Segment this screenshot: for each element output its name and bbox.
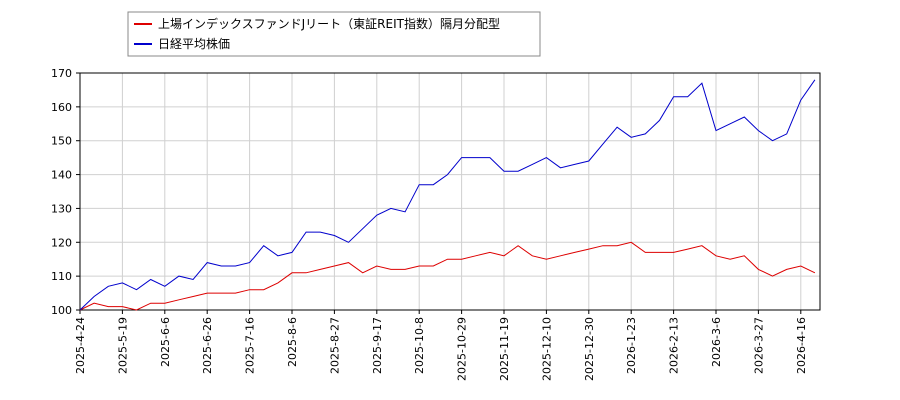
x-tick-label: 2025-6-26 — [201, 317, 214, 374]
x-tick-label: 2025-7-16 — [244, 317, 257, 374]
x-tick-label: 2025-12-30 — [583, 317, 596, 381]
y-tick-label: 170 — [51, 67, 72, 80]
legend-label: 上場インデックスファンドJリート（東証REIT指数）隔月分配型 — [158, 16, 500, 31]
y-tick-label: 130 — [51, 202, 72, 215]
x-tick-label: 2025-8-27 — [328, 317, 341, 374]
x-tick-label: 2025-11-19 — [498, 317, 511, 381]
x-tick-label: 2025-10-8 — [413, 317, 426, 374]
x-tick-label: 2026-3-27 — [752, 317, 765, 374]
x-tick-label: 2025-6-6 — [159, 317, 172, 367]
x-tick-label: 2026-3-6 — [710, 317, 723, 367]
x-tick-label: 2025-5-19 — [116, 317, 129, 374]
x-tick-label: 2026-4-16 — [795, 317, 808, 374]
y-tick-label: 160 — [51, 101, 72, 114]
legend-box — [127, 11, 541, 57]
x-tick-label: 2025-12-10 — [540, 317, 553, 381]
x-tick-label: 2025-4-24 — [74, 317, 87, 374]
x-tick-label: 2026-1-23 — [625, 317, 638, 374]
y-tick-label: 100 — [51, 304, 72, 317]
y-tick-label: 120 — [51, 236, 72, 249]
plot-frame — [79, 72, 821, 311]
x-tick-label: 2025-9-17 — [371, 317, 384, 374]
series-line — [79, 79, 816, 311]
series-line — [79, 241, 816, 311]
y-tick-label: 110 — [51, 270, 72, 283]
x-tick-label: 2025-8-6 — [286, 317, 299, 367]
legend-label: 日経平均株価 — [158, 36, 230, 51]
x-tick-label: 2025-10-29 — [456, 317, 469, 381]
y-tick-label: 140 — [51, 169, 72, 182]
y-tick-label: 150 — [51, 135, 72, 148]
x-tick-label: 2026-2-13 — [668, 317, 681, 374]
